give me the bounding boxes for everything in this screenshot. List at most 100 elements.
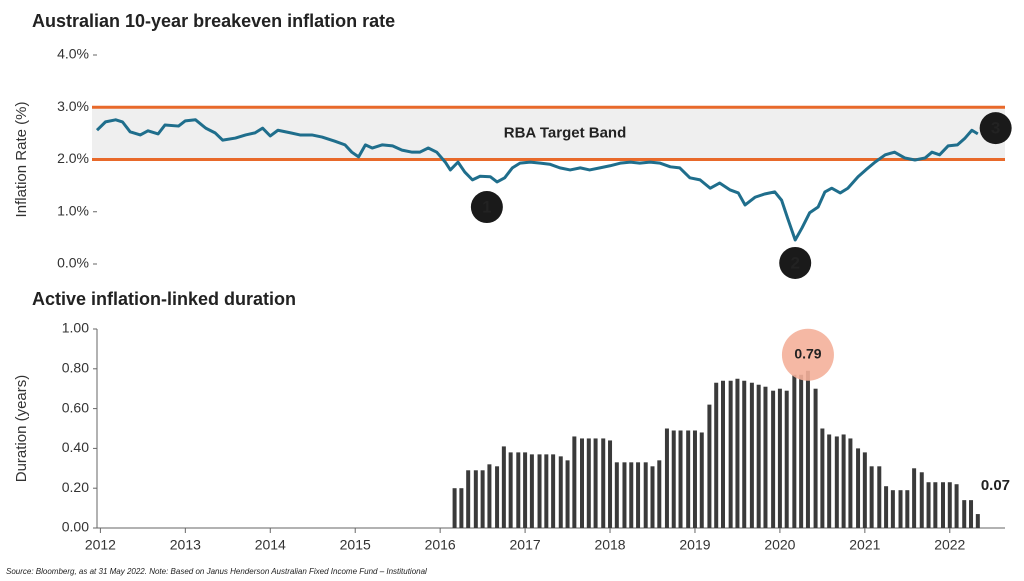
y-axis-label: Duration (years): [13, 375, 30, 483]
bar: [495, 466, 500, 528]
bar: [940, 482, 945, 528]
bar: [537, 454, 542, 528]
x-tick-label: 2014: [255, 537, 286, 553]
bar: [805, 370, 810, 528]
bar: [877, 466, 882, 528]
y-tick-label: 4.0%: [57, 46, 89, 62]
bar: [565, 460, 570, 528]
bar: [692, 430, 697, 528]
bar: [962, 500, 967, 528]
bar: [629, 462, 634, 528]
bar: [820, 428, 825, 528]
x-tick-label: 2012: [85, 537, 116, 553]
bar: [926, 482, 931, 528]
bar: [763, 386, 768, 528]
bar: [735, 378, 740, 528]
bar: [975, 514, 980, 528]
bar: [487, 464, 492, 528]
bar: [749, 382, 754, 528]
bar: [523, 452, 528, 528]
y-tick-label: 2.0%: [57, 150, 89, 166]
x-tick-label: 2019: [679, 537, 710, 553]
x-tick-label: 2015: [340, 537, 371, 553]
data-label: 0.79: [794, 345, 821, 361]
bar: [841, 434, 846, 528]
marker-label: 3: [991, 119, 1000, 138]
bar: [834, 436, 839, 528]
bar: [827, 434, 832, 528]
bar: [813, 388, 818, 528]
bar: [969, 500, 974, 528]
y-tick-label: 0.0%: [57, 255, 89, 271]
y-tick-label: 0.00: [62, 519, 89, 535]
bar: [869, 466, 874, 528]
bar: [657, 460, 662, 528]
bar: [586, 438, 591, 528]
bar: [699, 432, 704, 528]
bar: [933, 482, 938, 528]
bar: [650, 466, 655, 528]
x-tick-label: 2016: [425, 537, 456, 553]
bar: [572, 436, 577, 528]
bar: [905, 490, 910, 528]
bar: [601, 438, 606, 528]
y-tick-label: 0.40: [62, 439, 89, 455]
bar: [678, 430, 683, 528]
bar: [784, 390, 789, 528]
y-tick-label: 0.20: [62, 479, 89, 495]
marker-circle: [470, 191, 503, 224]
bar: [473, 470, 478, 528]
bar: [884, 486, 889, 528]
bar: [636, 462, 641, 528]
y-tick-label: 3.0%: [57, 98, 89, 114]
data-label: 0.07: [981, 477, 1010, 494]
y-axis-label: Inflation Rate (%): [13, 102, 30, 218]
bar: [898, 490, 903, 528]
bar: [714, 382, 719, 528]
bar: [771, 390, 776, 528]
bar: [742, 380, 747, 528]
y-tick-label: 0.80: [62, 360, 89, 376]
bar: [756, 384, 761, 528]
chart-title: Australian 10-year breakeven inflation r…: [32, 11, 395, 31]
bar: [459, 488, 464, 528]
x-tick-label: 2020: [764, 537, 795, 553]
bar: [728, 380, 733, 528]
bar: [501, 446, 506, 528]
bar: [912, 468, 917, 528]
x-tick-label: 2021: [849, 537, 880, 553]
bar: [947, 482, 952, 528]
bar: [614, 462, 619, 528]
bar: [799, 374, 804, 528]
highlight-circle: [781, 328, 834, 381]
bar: [954, 484, 959, 528]
bar: [721, 380, 726, 528]
marker-circle: [979, 112, 1012, 145]
x-tick-label: 2022: [934, 537, 965, 553]
bar: [551, 454, 556, 528]
bar: [707, 404, 712, 528]
bar: [856, 448, 861, 528]
y-tick-label: 0.60: [62, 399, 89, 415]
y-tick-label: 1.0%: [57, 202, 89, 218]
bar: [862, 452, 867, 528]
bar: [593, 438, 598, 528]
bar: [919, 472, 924, 528]
bar: [643, 462, 648, 528]
bar: [792, 374, 797, 528]
marker-label: 1: [482, 198, 491, 217]
band-label: RBA Target Band: [504, 124, 627, 141]
bar: [480, 470, 485, 528]
bar: [671, 430, 676, 528]
bar: [544, 454, 549, 528]
marker-label: 2: [790, 253, 799, 272]
chart-title: Active inflation-linked duration: [32, 289, 296, 309]
bar: [452, 488, 457, 528]
bar: [529, 454, 534, 528]
bar: [558, 456, 563, 528]
bar: [622, 462, 627, 528]
bar: [777, 388, 782, 528]
bar: [890, 490, 895, 528]
footnote: Source: Bloomberg, as at 31 May 2022. No…: [6, 567, 427, 576]
